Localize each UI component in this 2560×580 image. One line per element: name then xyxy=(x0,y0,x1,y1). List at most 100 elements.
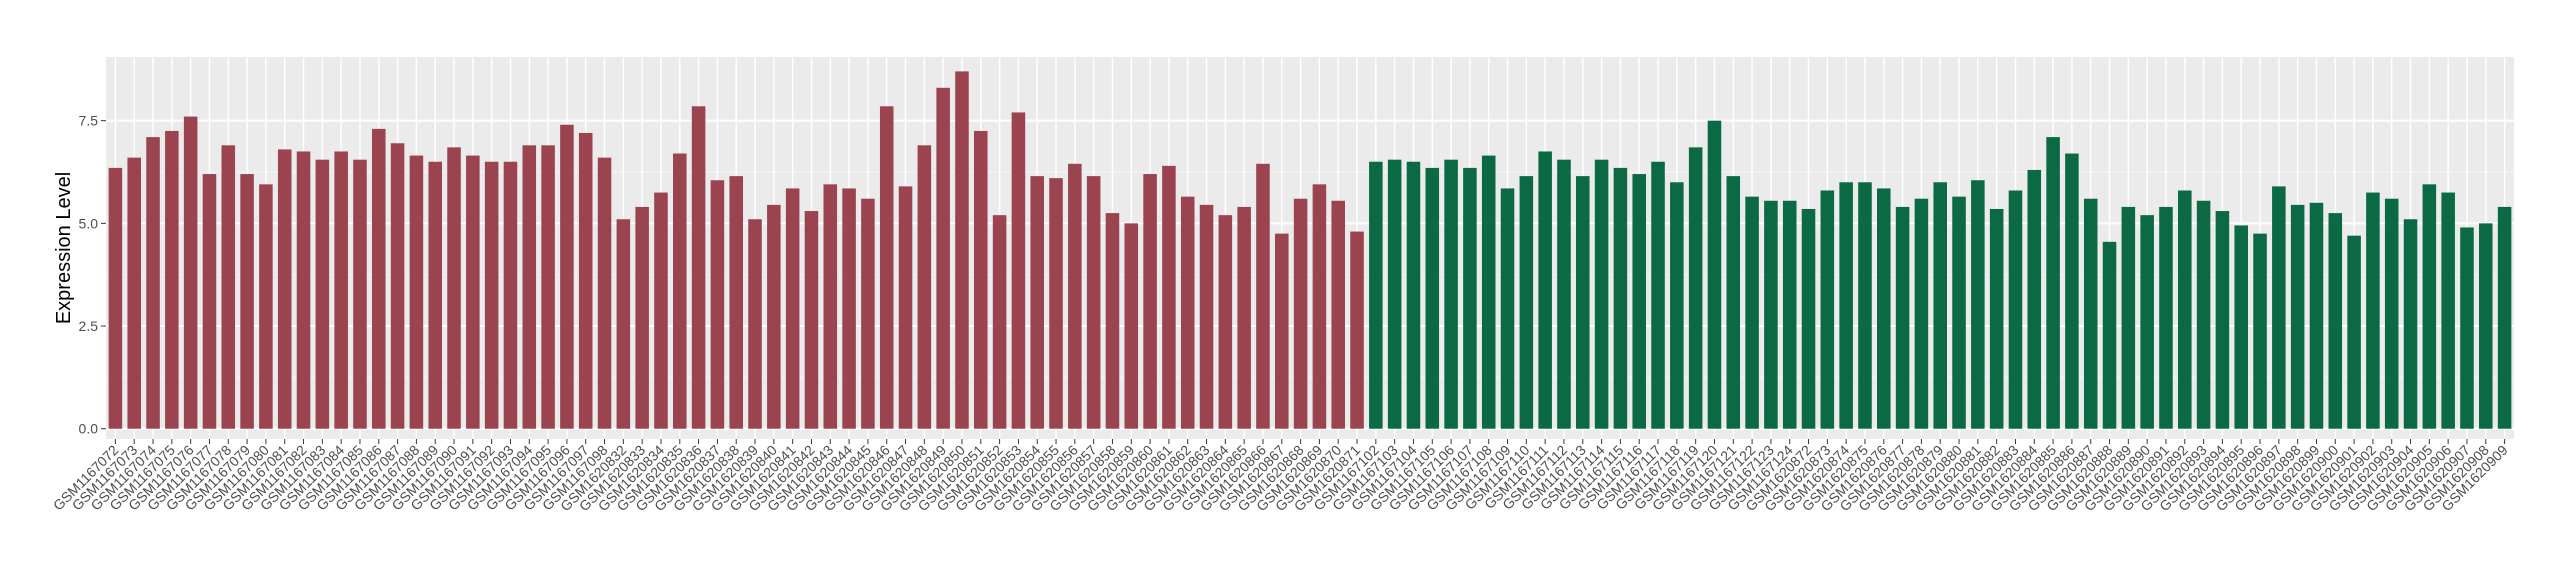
bar xyxy=(992,215,1007,429)
bar xyxy=(2121,206,2136,429)
bar xyxy=(503,161,518,429)
y-tick-label: 5.0 xyxy=(79,215,99,231)
bar xyxy=(1350,231,1364,429)
bar xyxy=(2290,204,2305,429)
bar xyxy=(2008,190,2023,429)
bar xyxy=(2403,219,2418,429)
bar xyxy=(2497,206,2512,429)
bar xyxy=(1331,200,1345,429)
bar xyxy=(1425,167,1440,429)
bar xyxy=(2384,198,2399,429)
bar xyxy=(1801,208,1816,429)
bar xyxy=(221,145,236,429)
bar xyxy=(353,159,367,429)
bar xyxy=(2159,206,2173,429)
bar xyxy=(2102,241,2117,429)
bar xyxy=(2234,225,2248,429)
bar xyxy=(1049,178,1063,429)
bar xyxy=(898,186,913,429)
bar xyxy=(1538,151,1552,429)
bar xyxy=(691,106,706,429)
bar xyxy=(767,204,781,429)
bar xyxy=(861,198,875,429)
bar xyxy=(541,145,555,429)
y-tick-label: 0.0 xyxy=(79,421,99,437)
bar xyxy=(729,176,743,429)
y-axis-label: Expression Level xyxy=(53,172,75,324)
bar xyxy=(1726,176,1741,429)
bar xyxy=(1764,200,1778,429)
bar xyxy=(785,188,800,429)
bar xyxy=(447,147,461,429)
bar xyxy=(315,159,330,429)
bar xyxy=(1933,182,1947,429)
bar xyxy=(108,167,123,429)
bar xyxy=(277,149,292,429)
bar xyxy=(2441,192,2455,429)
bar xyxy=(1481,155,1496,429)
bar xyxy=(654,192,668,429)
bar xyxy=(578,132,593,429)
bar xyxy=(1369,161,1383,429)
bar xyxy=(2178,190,2192,429)
bar xyxy=(748,219,762,429)
bar xyxy=(1199,204,1214,429)
bar xyxy=(1670,182,1684,429)
bar xyxy=(259,184,273,429)
bar xyxy=(1463,167,1477,429)
bar xyxy=(1576,176,1590,429)
bar xyxy=(1895,206,1910,429)
y-tick-label: 2.5 xyxy=(79,318,99,334)
bar xyxy=(334,151,348,429)
bar xyxy=(484,161,499,429)
bar xyxy=(2309,202,2324,429)
bar xyxy=(917,145,932,429)
bar xyxy=(879,106,894,429)
bar xyxy=(2215,211,2230,429)
bar xyxy=(597,157,612,429)
bar xyxy=(955,71,969,429)
bar xyxy=(1707,120,1722,429)
bar xyxy=(936,87,950,429)
bar xyxy=(560,124,574,429)
bar xyxy=(1594,159,1609,429)
bar xyxy=(2366,192,2380,429)
bar xyxy=(823,184,838,429)
bar xyxy=(1105,213,1120,429)
bar xyxy=(372,128,386,429)
bar xyxy=(165,130,179,429)
bar xyxy=(1180,196,1195,429)
bar xyxy=(2422,184,2437,429)
bar xyxy=(635,206,649,429)
bar xyxy=(1858,182,1872,429)
bar xyxy=(1877,188,1891,429)
bar xyxy=(1782,200,1797,429)
bar xyxy=(202,174,217,429)
bar xyxy=(146,137,160,429)
bar xyxy=(1406,161,1421,429)
bar xyxy=(2253,233,2267,429)
bar xyxy=(390,143,405,429)
bar xyxy=(1989,208,2004,429)
bar xyxy=(1124,223,1139,429)
bar xyxy=(1030,176,1044,429)
bar xyxy=(2272,186,2286,429)
bar xyxy=(428,161,442,429)
bar xyxy=(1275,233,1289,429)
bar xyxy=(974,130,988,429)
bar xyxy=(183,116,198,429)
bar xyxy=(710,180,725,429)
bar xyxy=(127,157,141,429)
bar xyxy=(1237,206,1251,429)
bar xyxy=(1256,163,1270,429)
bar xyxy=(1745,196,1759,429)
bar xyxy=(673,153,687,429)
bar xyxy=(2046,137,2060,429)
bar xyxy=(1688,147,1703,429)
bar xyxy=(1651,161,1665,429)
bar xyxy=(409,155,424,429)
bar xyxy=(1971,180,1985,429)
bar xyxy=(616,219,631,429)
bar xyxy=(1011,112,1026,429)
